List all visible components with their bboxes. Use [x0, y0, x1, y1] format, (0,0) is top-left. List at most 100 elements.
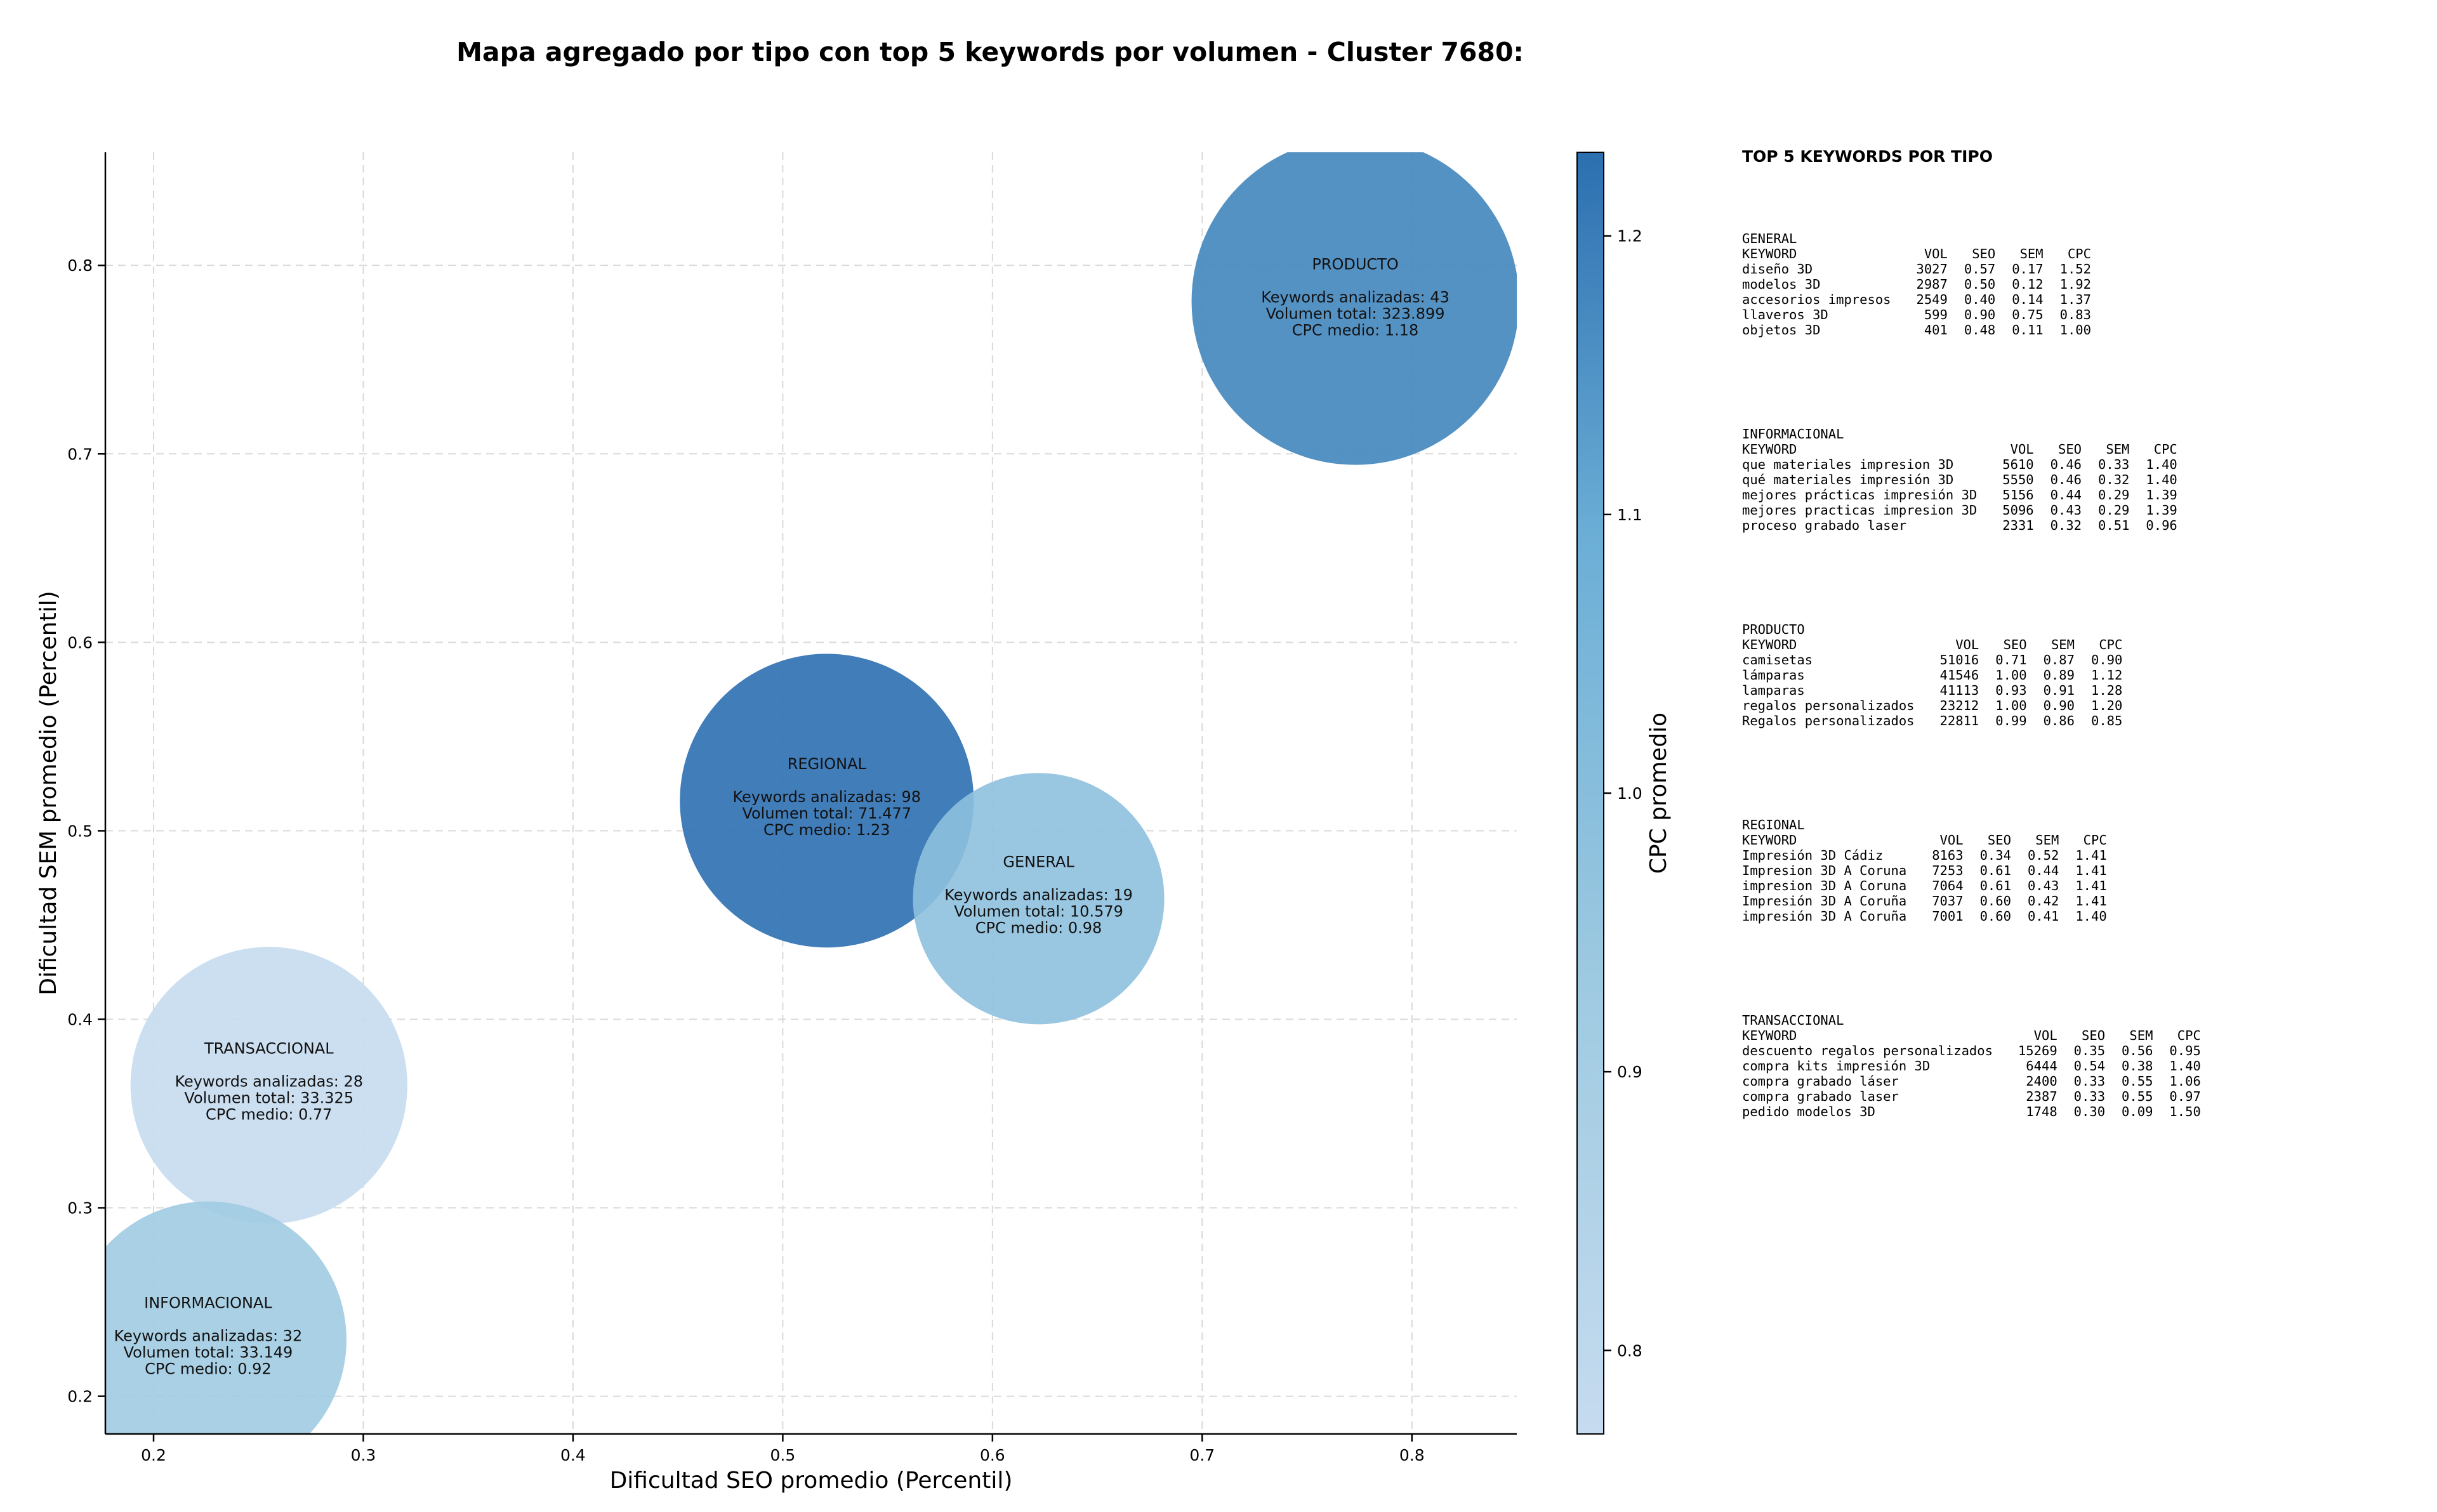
metric-cell: 1.41 [2075, 878, 2107, 893]
metric-cell: 0.51 [2098, 518, 2130, 533]
column-header: CPC [2153, 442, 2177, 457]
y-tick-label: 0.8 [67, 256, 93, 275]
bubbles [105, 152, 1517, 1434]
keyword-group-general: GENERAL KEYWORD VOL SEO SEM CPC diseño 3D 3027 0… [1742, 231, 2415, 338]
metric-cell: 0.40 [1964, 292, 1996, 307]
metric-cell: 0.56 [2122, 1043, 2153, 1058]
axis-ticks: 0.2 0.3 0.4 0.5 0.6 0.7 0.8 0.2 0.3 0.4 0.5 0.6 0.7 0… [67, 256, 1424, 1464]
column-header: CPC [2177, 1028, 2201, 1043]
keyword-row: descuento regalos personalizados 15269 0.3… [1742, 1043, 2201, 1058]
keyword-cell: mejores prácticas impresión 3D [1742, 487, 1978, 503]
column-header: SEO [2003, 637, 2027, 652]
metric-cell: 1.06 [2169, 1074, 2201, 1089]
bubble-label: CPC medio: 0.92 [145, 1360, 272, 1377]
keyword-table: KEYWORD VOL SEO SEM CPC que materiales impres… [1742, 442, 2177, 533]
metric-cell: 0.95 [2169, 1043, 2201, 1058]
metric-cell: 6444 [2026, 1058, 2057, 1074]
metric-cell: 0.17 [2012, 261, 2044, 277]
column-header: VOL [2033, 1028, 2057, 1043]
keyword-cell: objetos 3D [1742, 322, 1821, 338]
column-header: SEO [2082, 1028, 2106, 1043]
keyword-group-transaccional: TRANSACCIONAL KEYWORD VOL SEO SEM CPC descuent… [1742, 1013, 2415, 1119]
metric-cell: 1.28 [2091, 683, 2123, 698]
x-tick-label: 0.8 [1399, 1446, 1425, 1464]
metric-cell: 15269 [2018, 1043, 2057, 1058]
keyword-row: Regalos personalizados 22811 0.99 0.86 0.85 [1742, 713, 2122, 728]
keyword-cell: qué materiales impresión 3D [1742, 472, 1954, 487]
metric-cell: 2987 [1916, 277, 1948, 292]
keyword-table-header: KEYWORD VOL SEO SEM CPC [1742, 637, 2122, 652]
metric-cell: 0.30 [2073, 1104, 2106, 1119]
metric-cell: 0.55 [2122, 1089, 2153, 1104]
metric-cell: 1.00 [2059, 322, 2091, 338]
metric-cell: 0.33 [2073, 1089, 2106, 1104]
metric-cell: 0.42 [2027, 893, 2059, 909]
metric-cell: 2387 [2026, 1089, 2057, 1104]
metric-cell: 23212 [1939, 698, 1979, 713]
bubble-label: Keywords analizadas: 19 [944, 886, 1133, 904]
x-tick-label: 0.4 [560, 1446, 586, 1464]
keyword-table: KEYWORD VOL SEO SEM CPC descuento regalos per… [1742, 1028, 2201, 1119]
metric-cell: 1.39 [2146, 503, 2177, 518]
bubble-label: CPC medio: 0.77 [206, 1105, 333, 1123]
keyword-row: que materiales impresion 3D 5610 0.46 0.33 1… [1742, 457, 2177, 472]
bubble-label: Volumen total: 33.149 [124, 1343, 293, 1361]
metric-cell: 0.41 [2027, 909, 2059, 924]
metric-cell: 0.89 [2043, 667, 2075, 683]
keyword-row: impresion 3D A Coruna 7064 0.61 0.43 1.41 [1742, 878, 2107, 893]
metric-cell: 0.96 [2146, 518, 2177, 533]
metric-cell: 0.32 [2098, 472, 2130, 487]
keyword-row: camisetas 51016 0.71 0.87 0.90 [1742, 652, 2122, 667]
bubble-label: PRODUCTO [1312, 256, 1398, 273]
keyword-row: Impresion 3D A Coruna 7253 0.61 0.44 1.41 [1742, 863, 2107, 878]
metric-cell: 0.57 [1964, 261, 1996, 277]
metric-cell: 0.11 [2012, 322, 2044, 338]
metric-cell: 0.54 [2073, 1058, 2106, 1074]
keyword-cell: mejores practicas impresion 3D [1742, 503, 1978, 518]
keyword-row: pedido modelos 3D 1748 0.30 0.09 1.50 [1742, 1104, 2201, 1119]
keyword-group-name: TRANSACCIONAL [1742, 1013, 1844, 1028]
metric-cell: 1.20 [2091, 698, 2123, 713]
bubble-transaccional [130, 947, 407, 1224]
keyword-cell: proceso grabado laser [1742, 518, 1907, 533]
metric-cell: 22811 [1939, 713, 1979, 728]
metric-cell: 599 [1924, 307, 1948, 322]
bubble-label: REGIONAL [788, 755, 867, 773]
bubble-label: Volumen total: 71.477 [742, 805, 911, 822]
metric-cell: 0.44 [2027, 863, 2059, 878]
metric-cell: 0.29 [2098, 503, 2130, 518]
x-tick-label: 0.6 [980, 1446, 1005, 1464]
metric-cell: 1.41 [2075, 893, 2107, 909]
metric-cell: 0.55 [2122, 1074, 2153, 1089]
metric-cell: 1.92 [2059, 277, 2091, 292]
keyword-row: compra grabado laser 2387 0.33 0.55 0.97 [1742, 1089, 2201, 1104]
keyword-panel: TOP 5 KEYWORDS POR TIPO GENERAL KEYWORD VO… [1742, 148, 2415, 1119]
metric-cell: 0.33 [2073, 1074, 2106, 1089]
metric-cell: 0.93 [1995, 683, 2027, 698]
bubble-label: CPC medio: 0.98 [975, 919, 1102, 937]
metric-cell: 0.33 [2098, 457, 2130, 472]
bubble-label: CPC medio: 1.23 [763, 821, 890, 839]
y-tick-label: 0.4 [67, 1010, 93, 1029]
metric-cell: 0.97 [2169, 1089, 2201, 1104]
x-tick-label: 0.5 [770, 1446, 796, 1464]
metric-cell: 1.41 [2075, 863, 2107, 878]
keyword-cell: que materiales impresion 3D [1742, 457, 1954, 472]
column-header: SEO [1972, 246, 1996, 261]
column-header: CPC [2083, 832, 2107, 848]
y-tick-label: 0.6 [67, 633, 93, 652]
keyword-group-regional: REGIONAL KEYWORD VOL SEO SEM CPC Impresión 3D … [1742, 817, 2415, 924]
metric-cell: 0.46 [2050, 472, 2082, 487]
bubble-informacional [105, 1201, 347, 1434]
column-header: SEM [2106, 442, 2130, 457]
keyword-group-name: GENERAL [1742, 231, 1797, 246]
metric-cell: 1.40 [2075, 909, 2107, 924]
metric-cell: 0.71 [1995, 652, 2027, 667]
metric-cell: 7001 [1932, 909, 1964, 924]
keyword-cell: compra grabado laser [1742, 1089, 1899, 1104]
metric-cell: 2331 [2002, 518, 2034, 533]
x-tick-label: 0.7 [1189, 1446, 1215, 1464]
keyword-cell: lamparas [1742, 683, 1805, 698]
keyword-row: lámparas 41546 1.00 0.89 1.12 [1742, 667, 2122, 683]
metric-cell: 0.87 [2043, 652, 2075, 667]
